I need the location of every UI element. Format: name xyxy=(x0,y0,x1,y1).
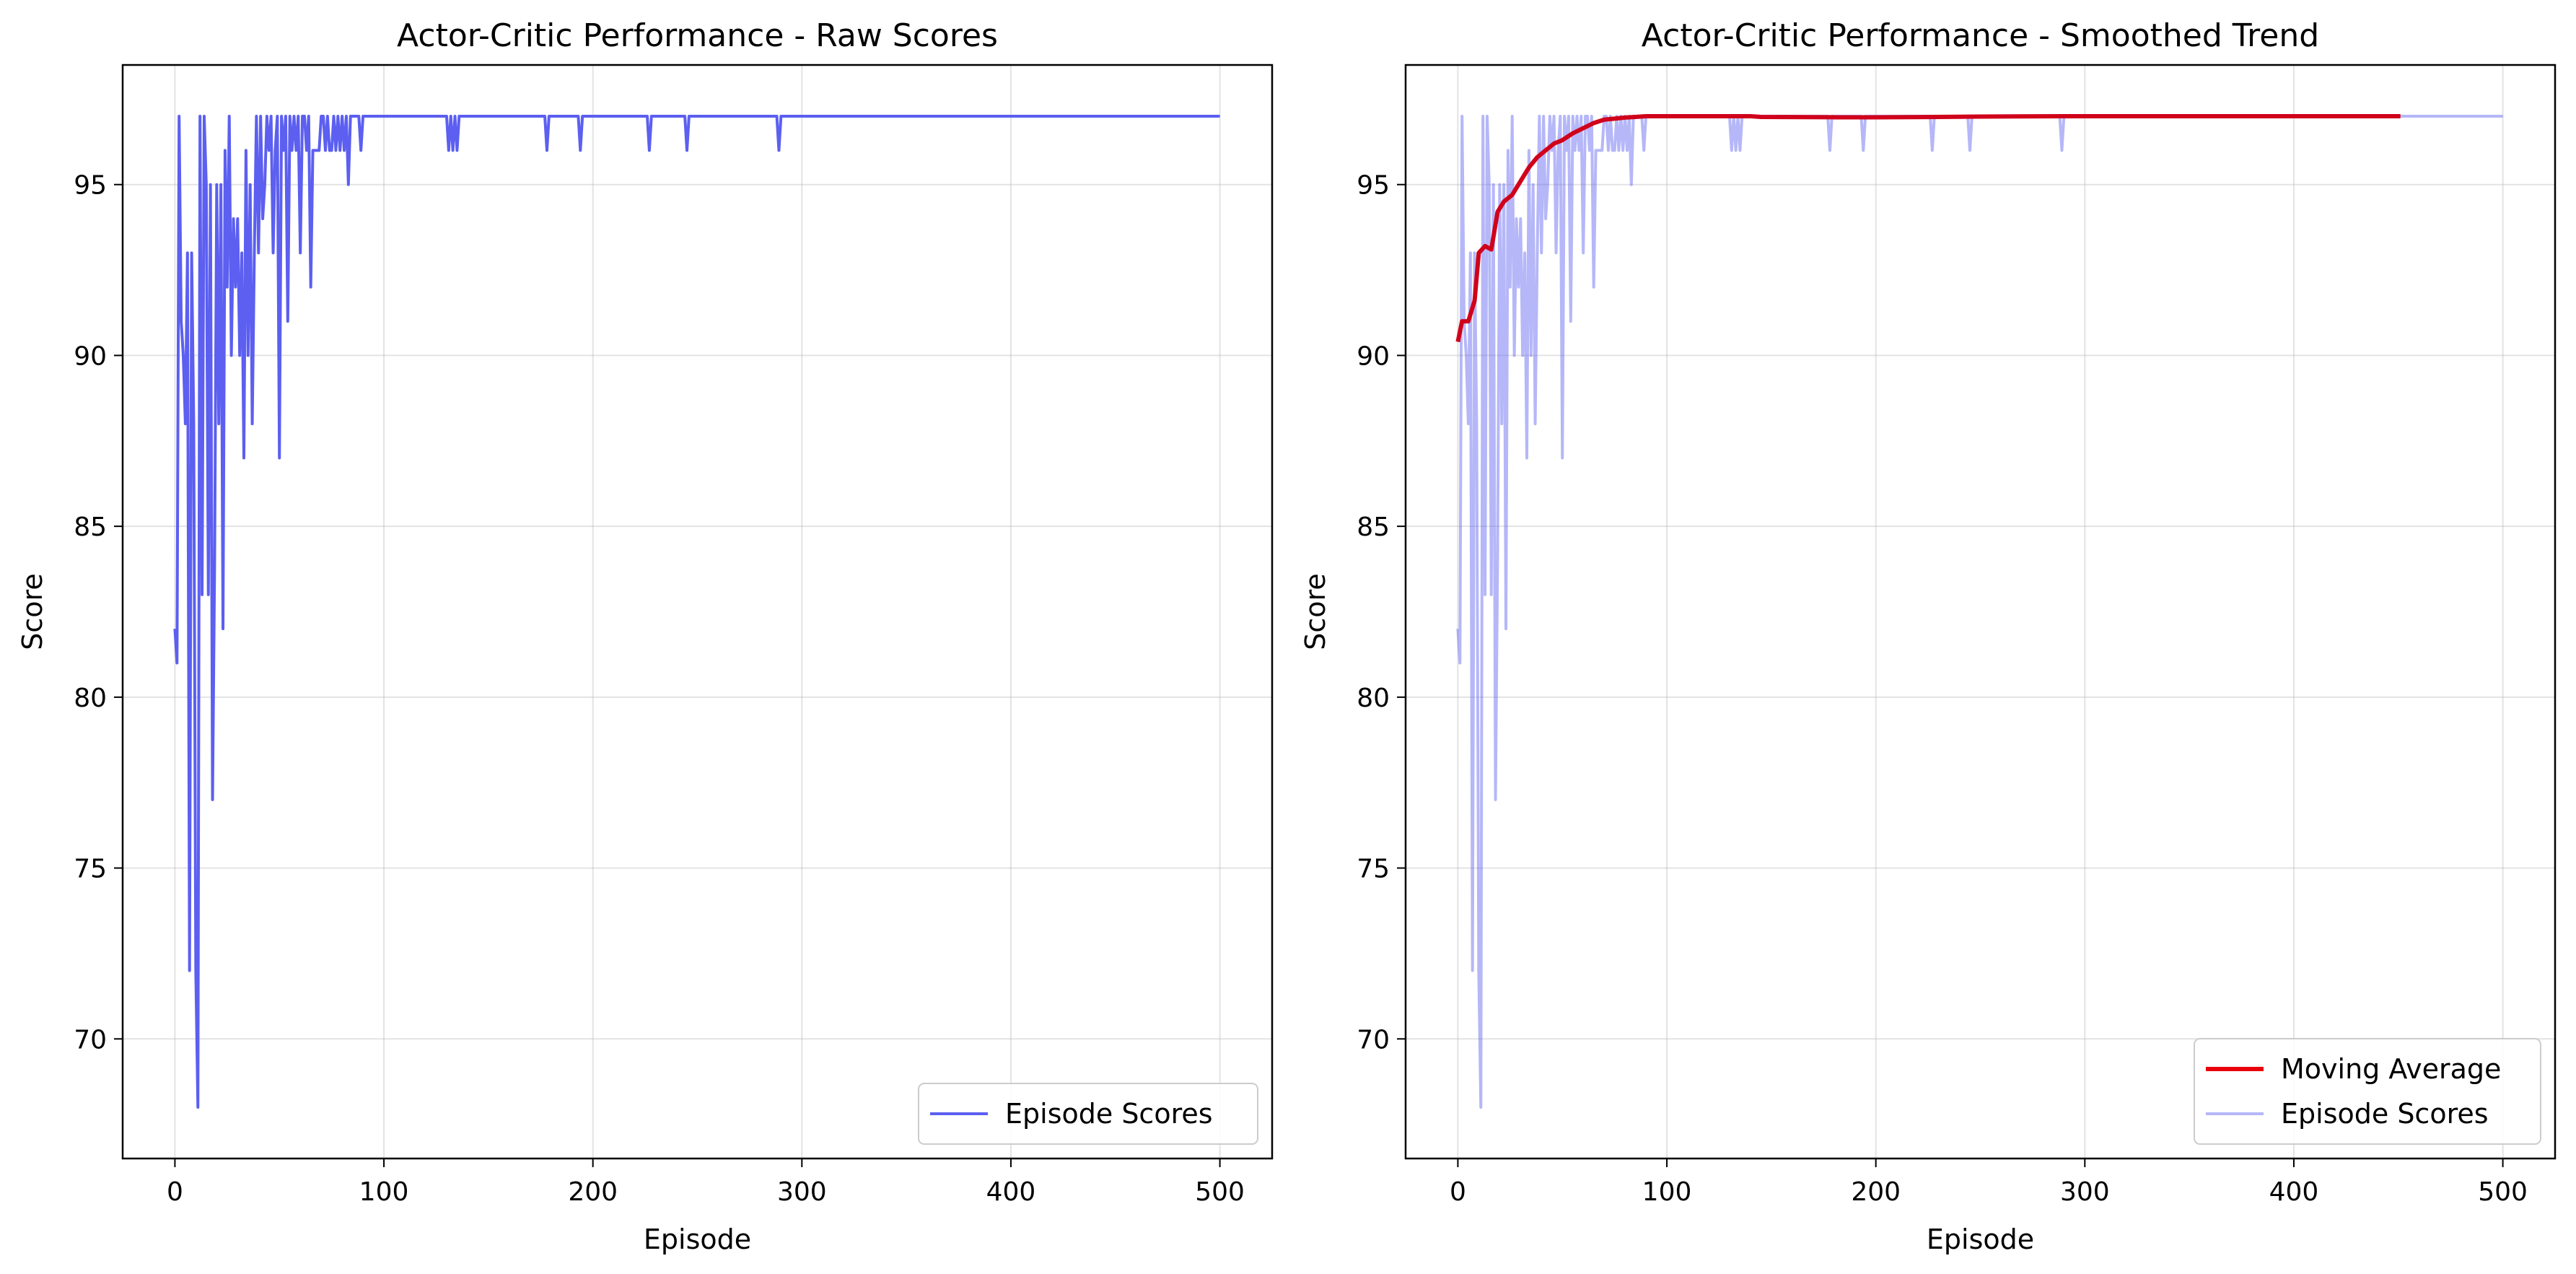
y-tick-label: 75 xyxy=(74,855,107,884)
x-tick-label: 300 xyxy=(2060,1177,2110,1207)
raw-scores-panel: 0 100 200 300 400 500 70 75 80 85 90 95 Actor-Critic… xyxy=(17,17,1274,1255)
legend: Moving Average Episode Scores xyxy=(2194,1038,2541,1145)
y-tick-label: 95 xyxy=(74,171,107,201)
y-tick-label: 90 xyxy=(74,341,107,371)
x-tick-label: 400 xyxy=(2269,1177,2319,1207)
y-tick-label: 95 xyxy=(1357,171,1390,201)
legend-label: Episode Scores xyxy=(1005,1098,1213,1130)
y-axis-label: Score xyxy=(17,573,48,650)
chart-title: Actor-Critic Performance - Raw Scores xyxy=(397,17,998,54)
y-tick-label: 80 xyxy=(74,684,107,713)
x-axis-label: Episode xyxy=(1927,1223,2034,1255)
x-tick-label: 500 xyxy=(2478,1177,2528,1207)
chart-title: Actor-Critic Performance - Smoothed Tren… xyxy=(1642,17,2319,54)
y-tick-label: 70 xyxy=(74,1025,107,1055)
legend-label: Episode Scores xyxy=(2281,1098,2489,1130)
episode-scores-line xyxy=(173,115,1220,1109)
y-tick-label: 75 xyxy=(1357,855,1390,884)
y-tick-label: 70 xyxy=(1357,1025,1390,1055)
y-tick-label: 90 xyxy=(1357,341,1390,371)
legend-label: Moving Average xyxy=(2281,1053,2501,1085)
smoothed-trend-panel: 0 100 200 300 400 500 70 75 80 85 90 95 Actor-Critic… xyxy=(1300,17,2557,1255)
moving-average-line xyxy=(1455,114,2401,343)
y-tick-label: 85 xyxy=(1357,512,1390,542)
x-tick-label: 300 xyxy=(777,1177,827,1207)
legend-box xyxy=(2194,1038,2541,1145)
axes-frame xyxy=(1404,64,2557,1160)
x-tick-label: 100 xyxy=(359,1177,409,1207)
y-tick-label: 85 xyxy=(74,512,107,542)
y-tick-label: 80 xyxy=(1357,684,1390,713)
x-tick-label: 0 xyxy=(167,1177,183,1207)
x-tick-label: 400 xyxy=(986,1177,1036,1207)
x-tick-label: 200 xyxy=(1851,1177,1901,1207)
x-tick-label: 0 xyxy=(1450,1177,1466,1207)
axes-frame xyxy=(121,64,1274,1160)
x-tick-label: 100 xyxy=(1642,1177,1692,1207)
x-axis-label: Episode xyxy=(644,1223,751,1255)
x-tick-label: 500 xyxy=(1195,1177,1245,1207)
legend-box xyxy=(918,1083,1258,1145)
episode-scores-line xyxy=(1456,115,2503,1109)
y-axis-label: Score xyxy=(1300,573,1331,650)
legend: Episode Scores xyxy=(918,1083,1258,1145)
x-tick-label: 200 xyxy=(568,1177,618,1207)
